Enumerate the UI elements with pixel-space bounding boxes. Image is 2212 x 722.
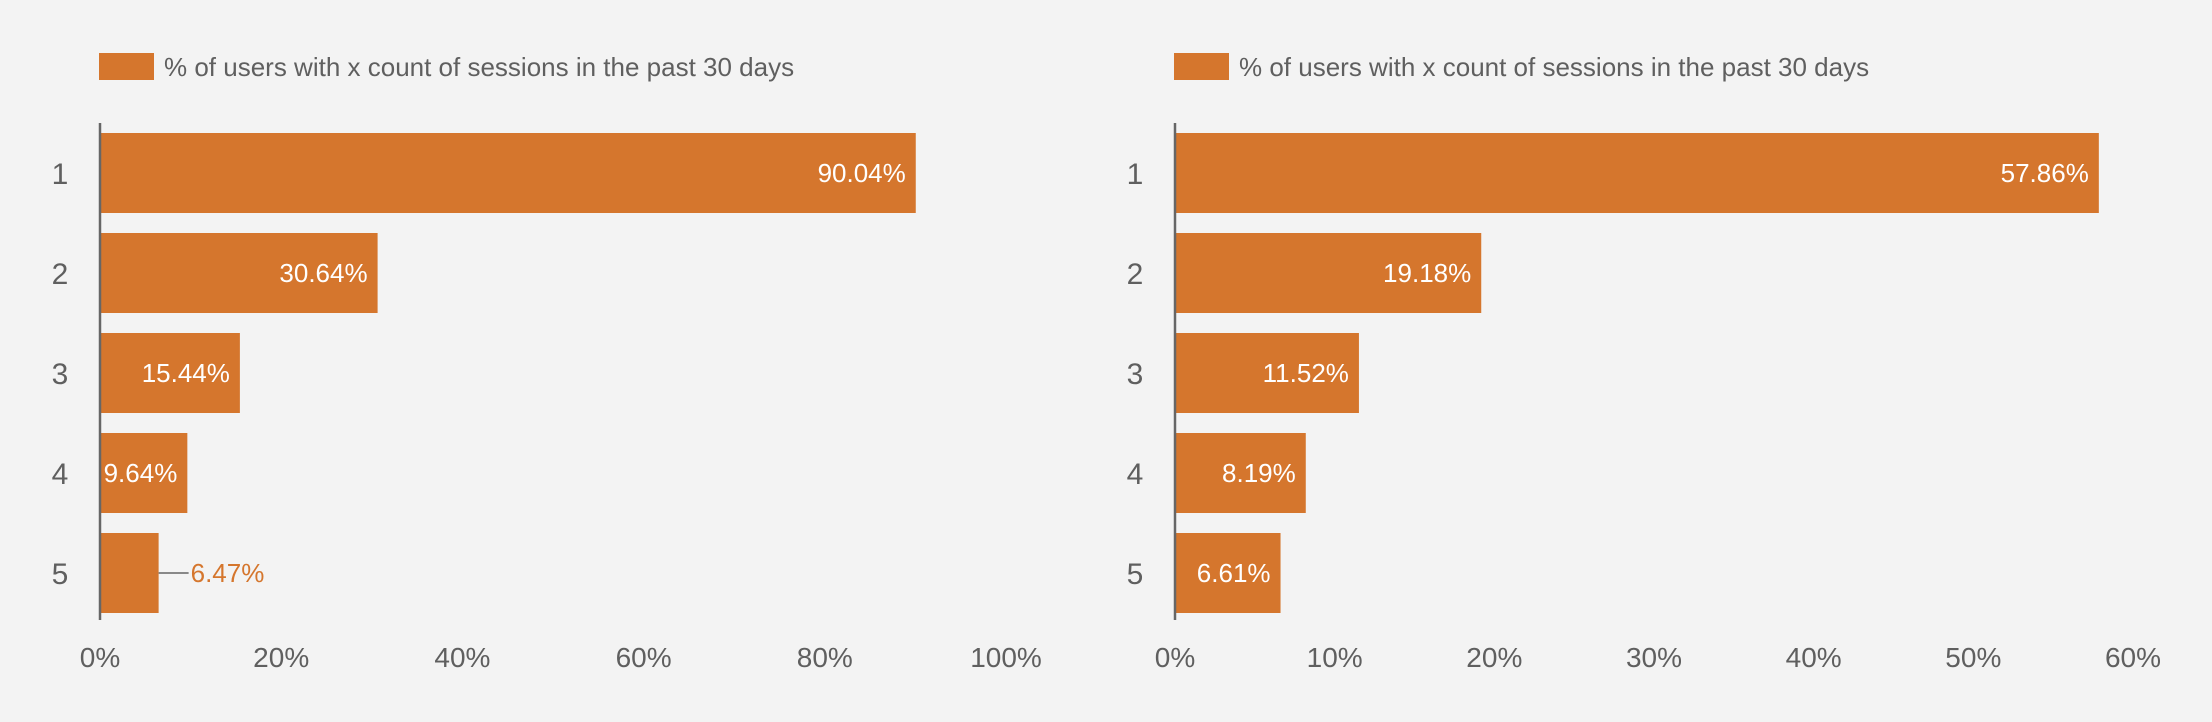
bar	[1175, 533, 1281, 613]
data-label: 15.44%	[142, 358, 230, 388]
category-label: 4	[52, 458, 69, 491]
bar	[1175, 233, 1482, 313]
legend-swatch	[1174, 53, 1229, 80]
x-tick-label: 50%	[1945, 642, 2001, 673]
data-label: 6.61%	[1197, 558, 1271, 588]
x-tick-label: 40%	[1786, 642, 1842, 673]
data-label: 6.47%	[191, 558, 265, 588]
data-label: 19.18%	[1383, 258, 1471, 288]
bar	[1175, 333, 1359, 413]
data-label: 9.64%	[104, 458, 178, 488]
category-label: 3	[52, 358, 69, 391]
category-label: 2	[52, 258, 69, 291]
data-label: 11.52%	[1263, 358, 1349, 388]
legend-label: % of users with x count of sessions in t…	[1239, 52, 1869, 82]
category-label: 5	[52, 558, 69, 591]
legend-label: % of users with x count of sessions in t…	[164, 52, 794, 82]
category-label: 1	[1127, 158, 1144, 191]
data-label: 90.04%	[818, 158, 906, 188]
bar	[1175, 133, 2099, 213]
x-tick-label: 20%	[253, 642, 309, 673]
bar	[100, 333, 240, 413]
bar	[1175, 433, 1306, 513]
data-label: 8.19%	[1222, 458, 1296, 488]
bar	[100, 433, 188, 513]
legend: % of users with x count of sessions in t…	[99, 52, 794, 82]
chart-panel-2: % of users with x count of sessions in t…	[1127, 52, 2161, 673]
chart-panel-1: % of users with x count of sessions in t…	[52, 52, 1042, 673]
x-tick-label: 60%	[2105, 642, 2161, 673]
bar	[100, 233, 378, 313]
category-label: 1	[52, 158, 69, 191]
category-label: 3	[1127, 358, 1144, 391]
category-label: 2	[1127, 258, 1144, 291]
bar	[100, 133, 916, 213]
bar	[100, 533, 159, 613]
data-label: 57.86%	[2001, 158, 2089, 188]
x-tick-label: 0%	[1155, 642, 1195, 673]
x-tick-label: 10%	[1307, 642, 1363, 673]
category-label: 5	[1127, 558, 1144, 591]
data-label: 30.64%	[279, 258, 367, 288]
x-tick-label: 100%	[970, 642, 1042, 673]
x-tick-label: 20%	[1466, 642, 1522, 673]
legend-swatch	[99, 53, 154, 80]
category-label: 4	[1127, 458, 1144, 491]
x-tick-label: 40%	[434, 642, 490, 673]
x-tick-label: 80%	[797, 642, 853, 673]
x-tick-label: 30%	[1626, 642, 1682, 673]
legend: % of users with x count of sessions in t…	[1174, 52, 1869, 82]
x-tick-label: 0%	[80, 642, 120, 673]
x-tick-label: 60%	[616, 642, 672, 673]
